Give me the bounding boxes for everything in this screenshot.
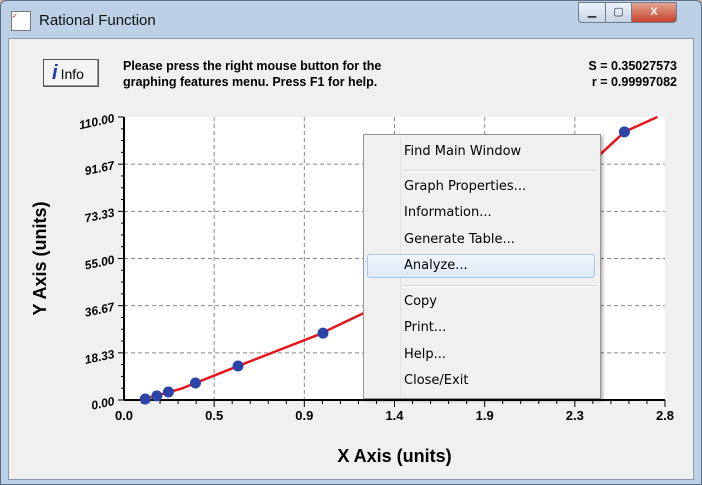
menu-item-generate-table[interactable]: Generate Table... [404,232,515,247]
menu-item-analyze[interactable]: Analyze... [367,254,595,278]
info-icon: i [52,62,58,84]
y-tick-label: 55.00 [83,253,116,273]
minimize-button[interactable]: ▁ [578,2,606,23]
y-tick-label: 36.67 [83,300,117,320]
y-axis-label: Y Axis (units) [30,201,50,315]
menu-item-copy[interactable]: Copy [404,294,437,309]
menu-item-print[interactable]: Print... [404,320,447,335]
app-icon: ✓ [11,11,31,31]
x-tick-label: 0.0 [115,408,133,423]
data-point [151,390,163,402]
data-point [317,327,329,339]
y-tick-label: 18.33 [83,347,116,367]
fit-stats: S = 0.35027573 r = 0.99997082 [588,58,677,90]
close-button[interactable]: X [631,2,677,23]
info-button[interactable]: i Info [43,59,99,87]
x-tick-label: 2.3 [566,408,584,423]
window-title: Rational Function [39,12,156,29]
menu-separator [402,285,597,287]
context-menu: Find Main Window Graph Properties... Inf… [363,134,601,399]
data-point [162,386,174,398]
info-label: Info [60,66,84,82]
y-tick-label: 110.00 [78,111,116,132]
menu-item-help[interactable]: Help... [404,347,447,362]
data-point [189,377,201,389]
y-tick-label: 0.00 [90,394,116,413]
menu-item-close-exit[interactable]: Close/Exit [404,373,469,388]
data-point [232,360,244,372]
menu-separator [402,170,597,172]
x-tick-label: 1.4 [385,408,404,423]
menu-item-graph-properties[interactable]: Graph Properties... [404,179,527,194]
s-value: S = 0.35027573 [588,59,677,73]
r-value: r = 0.99997082 [591,75,677,89]
x-tick-label: 2.8 [656,408,674,423]
x-axis-label: X Axis (units) [337,446,451,466]
message-line-1: Please press the right mouse button for … [123,59,382,73]
title-bar[interactable]: ✓ Rational Function ▁ ▢ X [1,1,701,39]
help-message: Please press the right mouse button for … [123,58,381,90]
y-tick-label: 91.67 [83,158,117,178]
data-point [139,393,151,405]
y-tick-label: 73.33 [83,205,116,225]
menu-item-information[interactable]: Information... [404,205,492,220]
data-point [618,126,630,138]
message-line-2: graphing features menu. Press F1 for hel… [123,75,378,89]
x-tick-label: 1.9 [476,408,494,423]
x-tick-label: 0.5 [205,408,223,423]
x-tick-label: 0.9 [295,408,313,423]
menu-item-find-main-window[interactable]: Find Main Window [404,144,522,159]
